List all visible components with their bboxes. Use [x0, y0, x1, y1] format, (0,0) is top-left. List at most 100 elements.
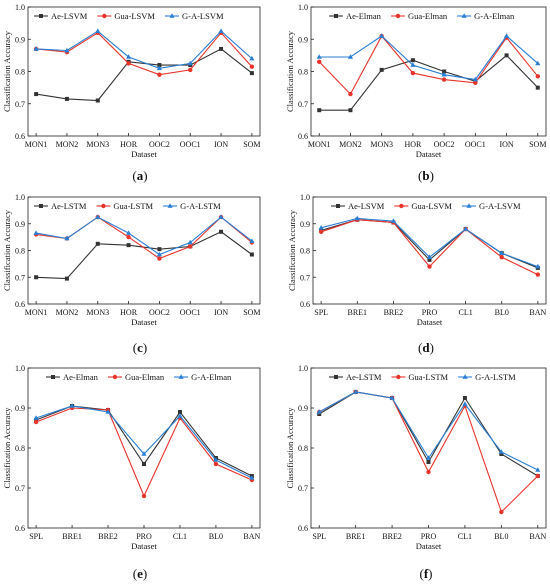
- point-g-a-lstm-mon3: [95, 214, 101, 219]
- plot-frame: [312, 196, 547, 305]
- legend-circle-marker: [399, 203, 404, 209]
- point-g-a-elman-bre2: [105, 409, 111, 414]
- legend-square-marker: [336, 204, 340, 208]
- series-line-gua-lstm: [318, 391, 539, 514]
- legend-entry-ae-lstm: Ae-LSTM: [34, 201, 87, 211]
- point-g-a-lsvm-ooc2: [156, 65, 163, 71]
- point-gua-lsvm-ban: [535, 272, 541, 277]
- point-g-a-lstm-ion: [218, 214, 224, 219]
- legend-label: Ae-LSTM: [51, 201, 87, 211]
- plot-frame: [310, 367, 547, 529]
- panel-caption: (e): [133, 566, 147, 581]
- point-g-a-elman-mon1: [316, 54, 322, 59]
- x-tick-label: OOC1: [180, 140, 201, 149]
- x-tick-label: MON3: [86, 140, 109, 149]
- x-tick-label: ION: [214, 140, 228, 149]
- y-axis-label: Classification Accuracy: [2, 30, 12, 112]
- x-tick-label: MON1: [25, 308, 48, 317]
- series-line-g-a-lstm: [36, 216, 253, 256]
- x-tick-label: BRE1: [346, 532, 366, 541]
- point-g-a-lstm-ooc1: [187, 239, 193, 245]
- y-tick-label: 0.7: [298, 100, 308, 109]
- point-gua-elman-mon1: [317, 59, 322, 65]
- legend-square-marker: [51, 375, 55, 379]
- point-gua-lsvm-som: [249, 64, 255, 69]
- point-g-a-lstm-cl1: [462, 401, 468, 406]
- point-ae-lstm-bl0: [499, 452, 504, 456]
- point-g-a-elman-ion: [503, 33, 510, 38]
- y-tick-label: 0.9: [15, 35, 25, 44]
- panel-caption: (c): [133, 340, 147, 355]
- point-ae-lsvm-som: [249, 71, 254, 76]
- chart-panel-d: 0.6 0.7 0.8 0.9 1.0 SPL BRE1 BRE2 PRO CL1 BL0 BAN Da…: [287, 193, 547, 355]
- y-axis-label: Classification Accuracy: [285, 30, 295, 112]
- y-tick-label: 1.0: [15, 3, 25, 12]
- x-axis-label: Dataset: [416, 149, 442, 159]
- legend-circle-marker: [396, 374, 401, 380]
- legend-label: Ae-LSTM: [346, 372, 382, 382]
- x-tick-label: MON2: [339, 140, 362, 149]
- x-tick-label: BAN: [529, 532, 546, 541]
- point-g-a-lsvm-bre2: [390, 218, 396, 223]
- legend-label: G-A-LSVM: [479, 201, 521, 211]
- legend-label: Gua-LSTM: [113, 201, 153, 211]
- panel-caption: (b): [418, 168, 434, 183]
- point-gua-elman-ooc1: [473, 80, 478, 85]
- y-tick-label: 0.8: [15, 444, 25, 453]
- point-ae-lsvm-mon1: [34, 92, 39, 97]
- point-ae-elman-mon2: [348, 108, 353, 113]
- y-axis-label: Classification Accuracy: [2, 407, 12, 489]
- plot-frame: [27, 196, 261, 305]
- series-line-g-a-lsvm: [36, 30, 253, 69]
- y-tick-label: 1.0: [298, 364, 308, 373]
- point-g-a-lsvm-bl0: [499, 250, 505, 255]
- y-axis-label: Classification Accuracy: [2, 209, 12, 291]
- point-g-a-lsvm-cl1: [463, 226, 469, 231]
- x-tick-label: BL0: [209, 532, 223, 541]
- point-ae-lstm-som: [249, 252, 254, 257]
- point-g-a-lstm-ban: [535, 467, 541, 472]
- legend-entry-g-a-lstm: G-A-LSTM: [163, 201, 221, 211]
- chart-panel-b: 0.6 0.7 0.8 0.9 1.0 MON1 MON2 MON3 HOR OOC2 OOC1 IO…: [285, 3, 546, 183]
- panel-caption: (d): [418, 340, 434, 355]
- x-tick-label: BAN: [529, 308, 546, 317]
- point-ae-elman-ion: [504, 53, 509, 58]
- y-tick-label: 1.0: [15, 364, 25, 373]
- y-tick-label: 0.6: [15, 300, 25, 309]
- x-tick-label: OOC2: [149, 308, 170, 317]
- plot-frame: [27, 6, 261, 137]
- point-gua-lsvm-pro: [427, 264, 432, 269]
- legend-entry-g-a-lstm: G-A-LSTM: [458, 372, 516, 382]
- y-tick-label: 0.7: [15, 484, 25, 493]
- y-tick-label: 0.6: [298, 132, 308, 141]
- x-tick-label: BRE2: [382, 532, 402, 541]
- point-g-a-lsvm-som: [249, 55, 255, 61]
- y-axis-label: Classification Accuracy: [285, 407, 295, 489]
- y-tick-label: 1.0: [298, 3, 308, 12]
- point-gua-lstm-hor: [126, 234, 131, 240]
- point-gua-lsvm-hor: [126, 61, 131, 66]
- panel-caption: (f): [419, 566, 432, 581]
- plot-frame: [27, 367, 261, 529]
- point-g-a-elman-pro: [141, 451, 147, 456]
- point-g-a-elman-som: [535, 60, 541, 66]
- point-gua-lstm-ban: [535, 473, 540, 479]
- legend-label: Ae-Elman: [346, 11, 382, 21]
- legend-label: Ae-Elman: [63, 372, 99, 382]
- legend-label: G-A-LSTM: [180, 201, 221, 211]
- legend-circle-marker: [101, 203, 106, 209]
- x-tick-label: MON1: [25, 140, 48, 149]
- point-gua-elman-spl: [33, 419, 39, 425]
- x-tick-label: BL0: [494, 532, 508, 541]
- x-tick-label: MON1: [308, 140, 331, 149]
- legend-label: Gua-LSVM: [411, 201, 452, 211]
- x-tick-label: SOM: [243, 308, 260, 317]
- legend-label: G-A-LSVM: [182, 11, 224, 21]
- x-tick-label: MON3: [86, 308, 109, 317]
- point-ae-lstm-cl1: [462, 396, 467, 400]
- chart-panel-e: 0.6 0.7 0.8 0.9 1.0 SPL BRE1 BRE2 PRO CL1 BL0 BAN Da…: [2, 364, 261, 581]
- y-tick-label: 0.8: [300, 247, 310, 256]
- x-tick-label: MON3: [370, 140, 393, 149]
- point-g-a-lsvm-hor: [125, 54, 132, 59]
- x-tick-label: SOM: [243, 140, 260, 149]
